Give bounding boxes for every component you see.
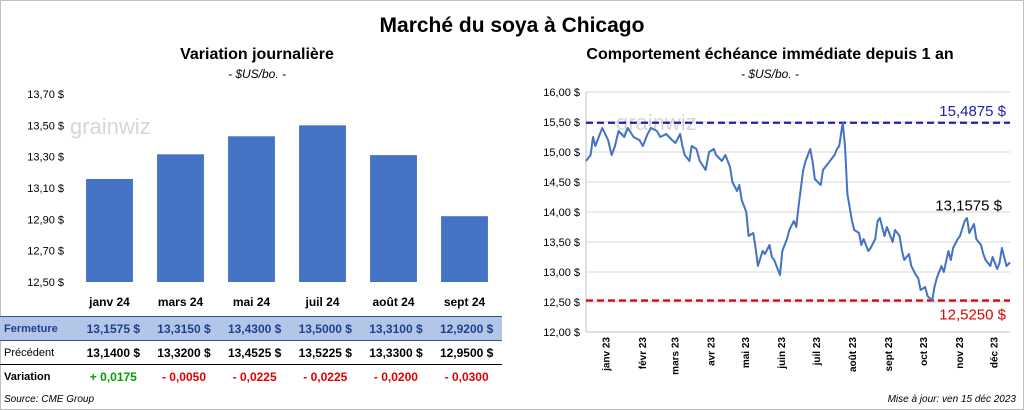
line-chart: 12,00 $ 12,50 $ 13,00 $ 13,50 $ 14,00 $ 14,50… (543, 87, 1011, 375)
x-tick-label: juil 23 (812, 337, 823, 367)
update-note: Mise à jour: ven 15 déc 2023 (887, 394, 1016, 405)
y-tick-label: 15,00 $ (543, 147, 580, 159)
y-tick-label: 16,00 $ (543, 87, 580, 99)
x-tick-label: mai 23 (741, 337, 752, 369)
table-cell: 13,4525 $ (219, 340, 290, 365)
bar-chart: 12,50 $ 12,70 $ 12,90 $ 13,10 $ 13,30 $ 13,50… (27, 89, 488, 309)
x-tick-label: sept 24 (444, 295, 486, 309)
table-cell: 13,1400 $ (78, 340, 149, 365)
price-table: Fermeture 13,1575 $ 13,3150 $ 13,4300 $ … (0, 316, 502, 388)
row-label: Variation (4, 370, 51, 383)
bar (157, 154, 204, 282)
table-cell: 13,5000 $ (289, 316, 361, 341)
x-tick-label: oct 23 (919, 337, 930, 366)
y-tick-label: 12,90 $ (27, 214, 64, 226)
bar (441, 216, 488, 282)
y-tick-label: 13,50 $ (543, 237, 580, 249)
y-tick-label: 14,50 $ (543, 177, 580, 189)
y-tick-label: 12,50 $ (543, 297, 580, 309)
line-chart-title: Comportement échéance immédiate depuis 1… (586, 46, 954, 63)
x-tick-label: août 23 (848, 337, 859, 372)
x-tick-label: mai 24 (233, 295, 271, 309)
x-tick-label: janv 24 (88, 295, 130, 309)
y-tick-label: 13,70 $ (27, 89, 64, 101)
table-cell: + 0,0175 (89, 369, 137, 384)
x-tick-label: avr 23 (706, 337, 717, 366)
table-row-variation: Variation + 0,0175 - 0,0050 - 0,0225 - 0… (0, 365, 502, 389)
x-tick-label: mars 23 (670, 337, 681, 375)
last-price-label: 13,1575 $ (935, 198, 1002, 215)
x-tick-label: juin 23 (777, 337, 788, 370)
x-tick-label: déc 23 (990, 337, 1001, 369)
x-tick-label: mars 24 (158, 295, 204, 309)
y-tick-label: 13,00 $ (543, 267, 580, 279)
table-cell: 13,3300 $ (360, 340, 432, 365)
x-tick-label: févr 23 (638, 337, 649, 370)
table-cell: 13,4300 $ (219, 316, 290, 341)
x-tick-label: août 24 (372, 295, 414, 309)
table-cell: 12,9500 $ (431, 340, 502, 365)
bar-chart-title: Variation journalière (180, 46, 334, 63)
x-tick-label: sept 23 (884, 337, 895, 372)
watermark: grainwiz (70, 114, 151, 139)
line-chart-subtitle: - $US/bo. - (740, 67, 800, 81)
table-cell: - 0,0300 (444, 369, 489, 384)
row-label: Fermeture (0, 316, 78, 341)
row-label: Précédent (0, 340, 78, 365)
source-note: Source: CME Group (4, 394, 95, 405)
bar (370, 155, 417, 282)
y-tick-label: 13,10 $ (27, 183, 64, 195)
table-cell: 13,3200 $ (148, 340, 220, 365)
table-row-fermeture: Fermeture 13,1575 $ 13,3150 $ 13,4300 $ … (0, 316, 502, 341)
table-cell: 13,5225 $ (289, 340, 361, 365)
x-tick-label: juil 24 (304, 295, 339, 309)
bar-chart-subtitle: - $US/bo. - (227, 67, 287, 81)
y-tick-label: 15,50 $ (543, 117, 580, 129)
page-title: Marché du soya à Chicago (379, 14, 645, 37)
bar (299, 125, 346, 282)
y-tick-label: 12,70 $ (27, 246, 64, 258)
table-cell: - 0,0200 (373, 369, 418, 384)
x-tick-label: nov 23 (955, 337, 966, 369)
y-tick-label: 13,30 $ (27, 152, 64, 164)
y-tick-label: 14,00 $ (543, 207, 580, 219)
table-row-precedent: Précédent 13,1400 $ 13,3200 $ 13,4525 $ … (0, 340, 502, 365)
bar (86, 178, 133, 282)
min-price-label: 12,5250 $ (939, 307, 1006, 324)
table-cell: - 0,0225 (232, 369, 277, 384)
table-cell: - 0,0050 (161, 369, 206, 384)
table-cell: 13,3100 $ (360, 316, 432, 341)
price-line (585, 121, 1011, 302)
watermark-text: grainwiz (70, 114, 151, 139)
table-cell: 12,9200 $ (431, 316, 502, 341)
x-tick-label: janv 23 (602, 337, 613, 372)
table-cell: - 0,0225 (303, 369, 348, 384)
table-cell: 13,1575 $ (78, 316, 149, 341)
y-tick-label: 12,00 $ (543, 327, 580, 339)
bar (228, 136, 275, 282)
table-cell: 13,3150 $ (148, 316, 220, 341)
max-price-label: 15,4875 $ (939, 103, 1006, 120)
y-tick-label: 12,50 $ (27, 277, 64, 289)
y-tick-label: 13,50 $ (27, 120, 64, 132)
